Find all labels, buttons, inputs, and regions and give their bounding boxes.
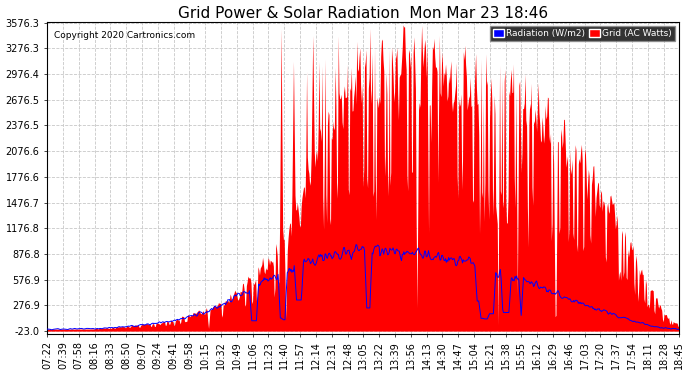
Legend: Radiation (W/m2), Grid (AC Watts): Radiation (W/m2), Grid (AC Watts)	[490, 26, 675, 40]
Text: Copyright 2020 Cartronics.com: Copyright 2020 Cartronics.com	[54, 31, 195, 40]
Title: Grid Power & Solar Radiation  Mon Mar 23 18:46: Grid Power & Solar Radiation Mon Mar 23 …	[178, 6, 549, 21]
